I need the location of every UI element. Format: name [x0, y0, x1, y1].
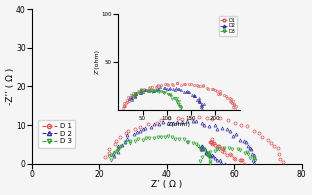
X-axis label: Z’ ( Ω ): Z’ ( Ω )	[151, 180, 183, 190]
Legend: D 1, D 2, D 3: D 1, D 2, D 3	[38, 120, 75, 148]
Y-axis label: -Z’’ ( Ω ): -Z’’ ( Ω )	[6, 68, 15, 105]
